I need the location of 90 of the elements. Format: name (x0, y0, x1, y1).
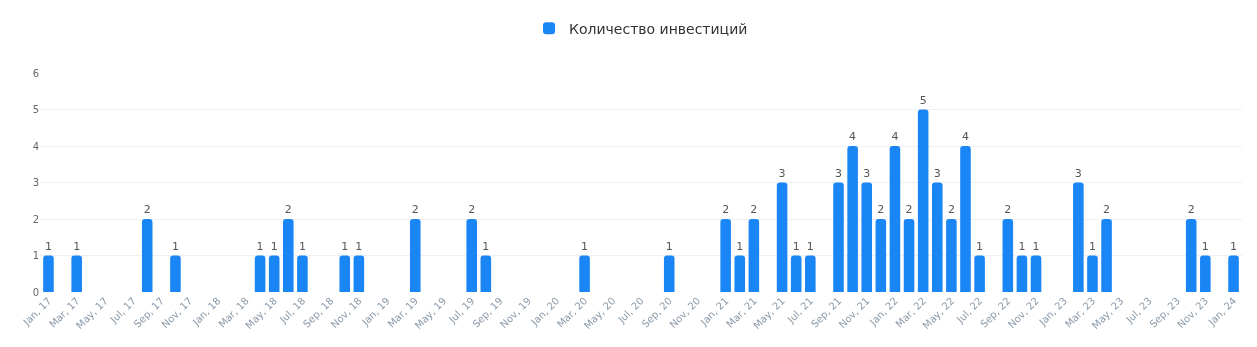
bar (1101, 219, 1112, 292)
data-label: 4 (891, 130, 899, 143)
bar (1030, 255, 1042, 292)
data-label: 1 (256, 239, 264, 253)
bar (71, 255, 82, 292)
data-label: 1 (1088, 239, 1096, 253)
bar (254, 255, 266, 292)
y-tick-label: 4 (32, 140, 39, 152)
bar (1200, 255, 1211, 292)
bar (720, 219, 731, 292)
bar (43, 255, 54, 292)
bar (917, 109, 929, 292)
bar (141, 219, 153, 292)
data-label: 1 (44, 239, 52, 253)
bar (861, 182, 873, 292)
data-label: 1 (665, 239, 673, 253)
data-label: 2 (284, 203, 292, 216)
bar (1087, 255, 1098, 292)
data-label: 1 (73, 239, 81, 253)
data-label: 4 (961, 130, 969, 143)
y-tick-label: 5 (32, 104, 39, 115)
data-label: 2 (1103, 203, 1111, 216)
bar (960, 146, 971, 292)
data-label: 2 (750, 203, 758, 216)
data-label: 3 (933, 166, 941, 180)
data-label: 1 (270, 239, 278, 253)
data-label: 2 (905, 203, 913, 216)
bar (353, 255, 365, 292)
bar (833, 182, 844, 292)
bar (790, 255, 802, 292)
data-label: 1 (976, 239, 984, 253)
data-label: 1 (298, 239, 306, 253)
data-label: 5 (919, 93, 927, 107)
bar (1002, 219, 1014, 292)
data-label: 1 (792, 239, 800, 253)
bar (889, 146, 901, 292)
bar (1073, 182, 1084, 292)
y-tick-label: 1 (32, 250, 39, 261)
bar (805, 255, 816, 292)
bar (748, 219, 760, 292)
bar (931, 182, 943, 292)
bar (1185, 219, 1197, 292)
bar (974, 255, 985, 292)
data-label: 4 (849, 130, 857, 143)
bar (946, 219, 957, 292)
data-label: 1 (482, 239, 490, 253)
data-label: 1 (1032, 239, 1040, 253)
y-tick-label: 3 (32, 177, 39, 188)
data-label: 1 (1230, 239, 1238, 253)
data-label: 3 (1074, 166, 1082, 180)
data-label: 1 (736, 239, 744, 253)
bar (875, 219, 887, 292)
data-label: 1 (1018, 239, 1026, 253)
data-label: 1 (581, 239, 589, 253)
bar (734, 255, 746, 292)
bar (579, 255, 590, 292)
data-label: 3 (863, 166, 871, 180)
data-label: 2 (468, 203, 476, 216)
data-label: 2 (877, 203, 885, 216)
bar (1016, 255, 1028, 292)
bar (1228, 255, 1239, 292)
bar (339, 255, 351, 292)
bar (776, 182, 788, 292)
bar (466, 219, 477, 292)
bar (268, 255, 280, 292)
bar (480, 255, 492, 292)
y-tick-label: 2 (32, 213, 39, 225)
bar (663, 255, 675, 292)
bar (409, 219, 421, 292)
data-label: 2 (722, 203, 730, 216)
bar (283, 219, 294, 292)
y-tick-label: 6 (32, 67, 39, 79)
data-label: 1 (341, 239, 349, 253)
bar (297, 255, 308, 292)
legend-label: Количество инвестиций (569, 20, 748, 37)
bar (170, 255, 181, 292)
data-label: 1 (355, 239, 363, 253)
data-label: 2 (947, 203, 955, 216)
data-label: 3 (835, 166, 843, 180)
data-label: 2 (1004, 203, 1012, 216)
bar (847, 146, 858, 292)
data-label: 1 (806, 239, 814, 253)
data-label: 1 (1201, 239, 1209, 253)
data-label: 2 (411, 203, 419, 216)
data-label: 2 (1187, 203, 1195, 216)
bar (903, 219, 915, 292)
data-label: 2 (143, 203, 151, 216)
data-label: 3 (778, 166, 786, 180)
data-label: 1 (171, 239, 179, 253)
y-tick-label: 0 (32, 286, 39, 298)
